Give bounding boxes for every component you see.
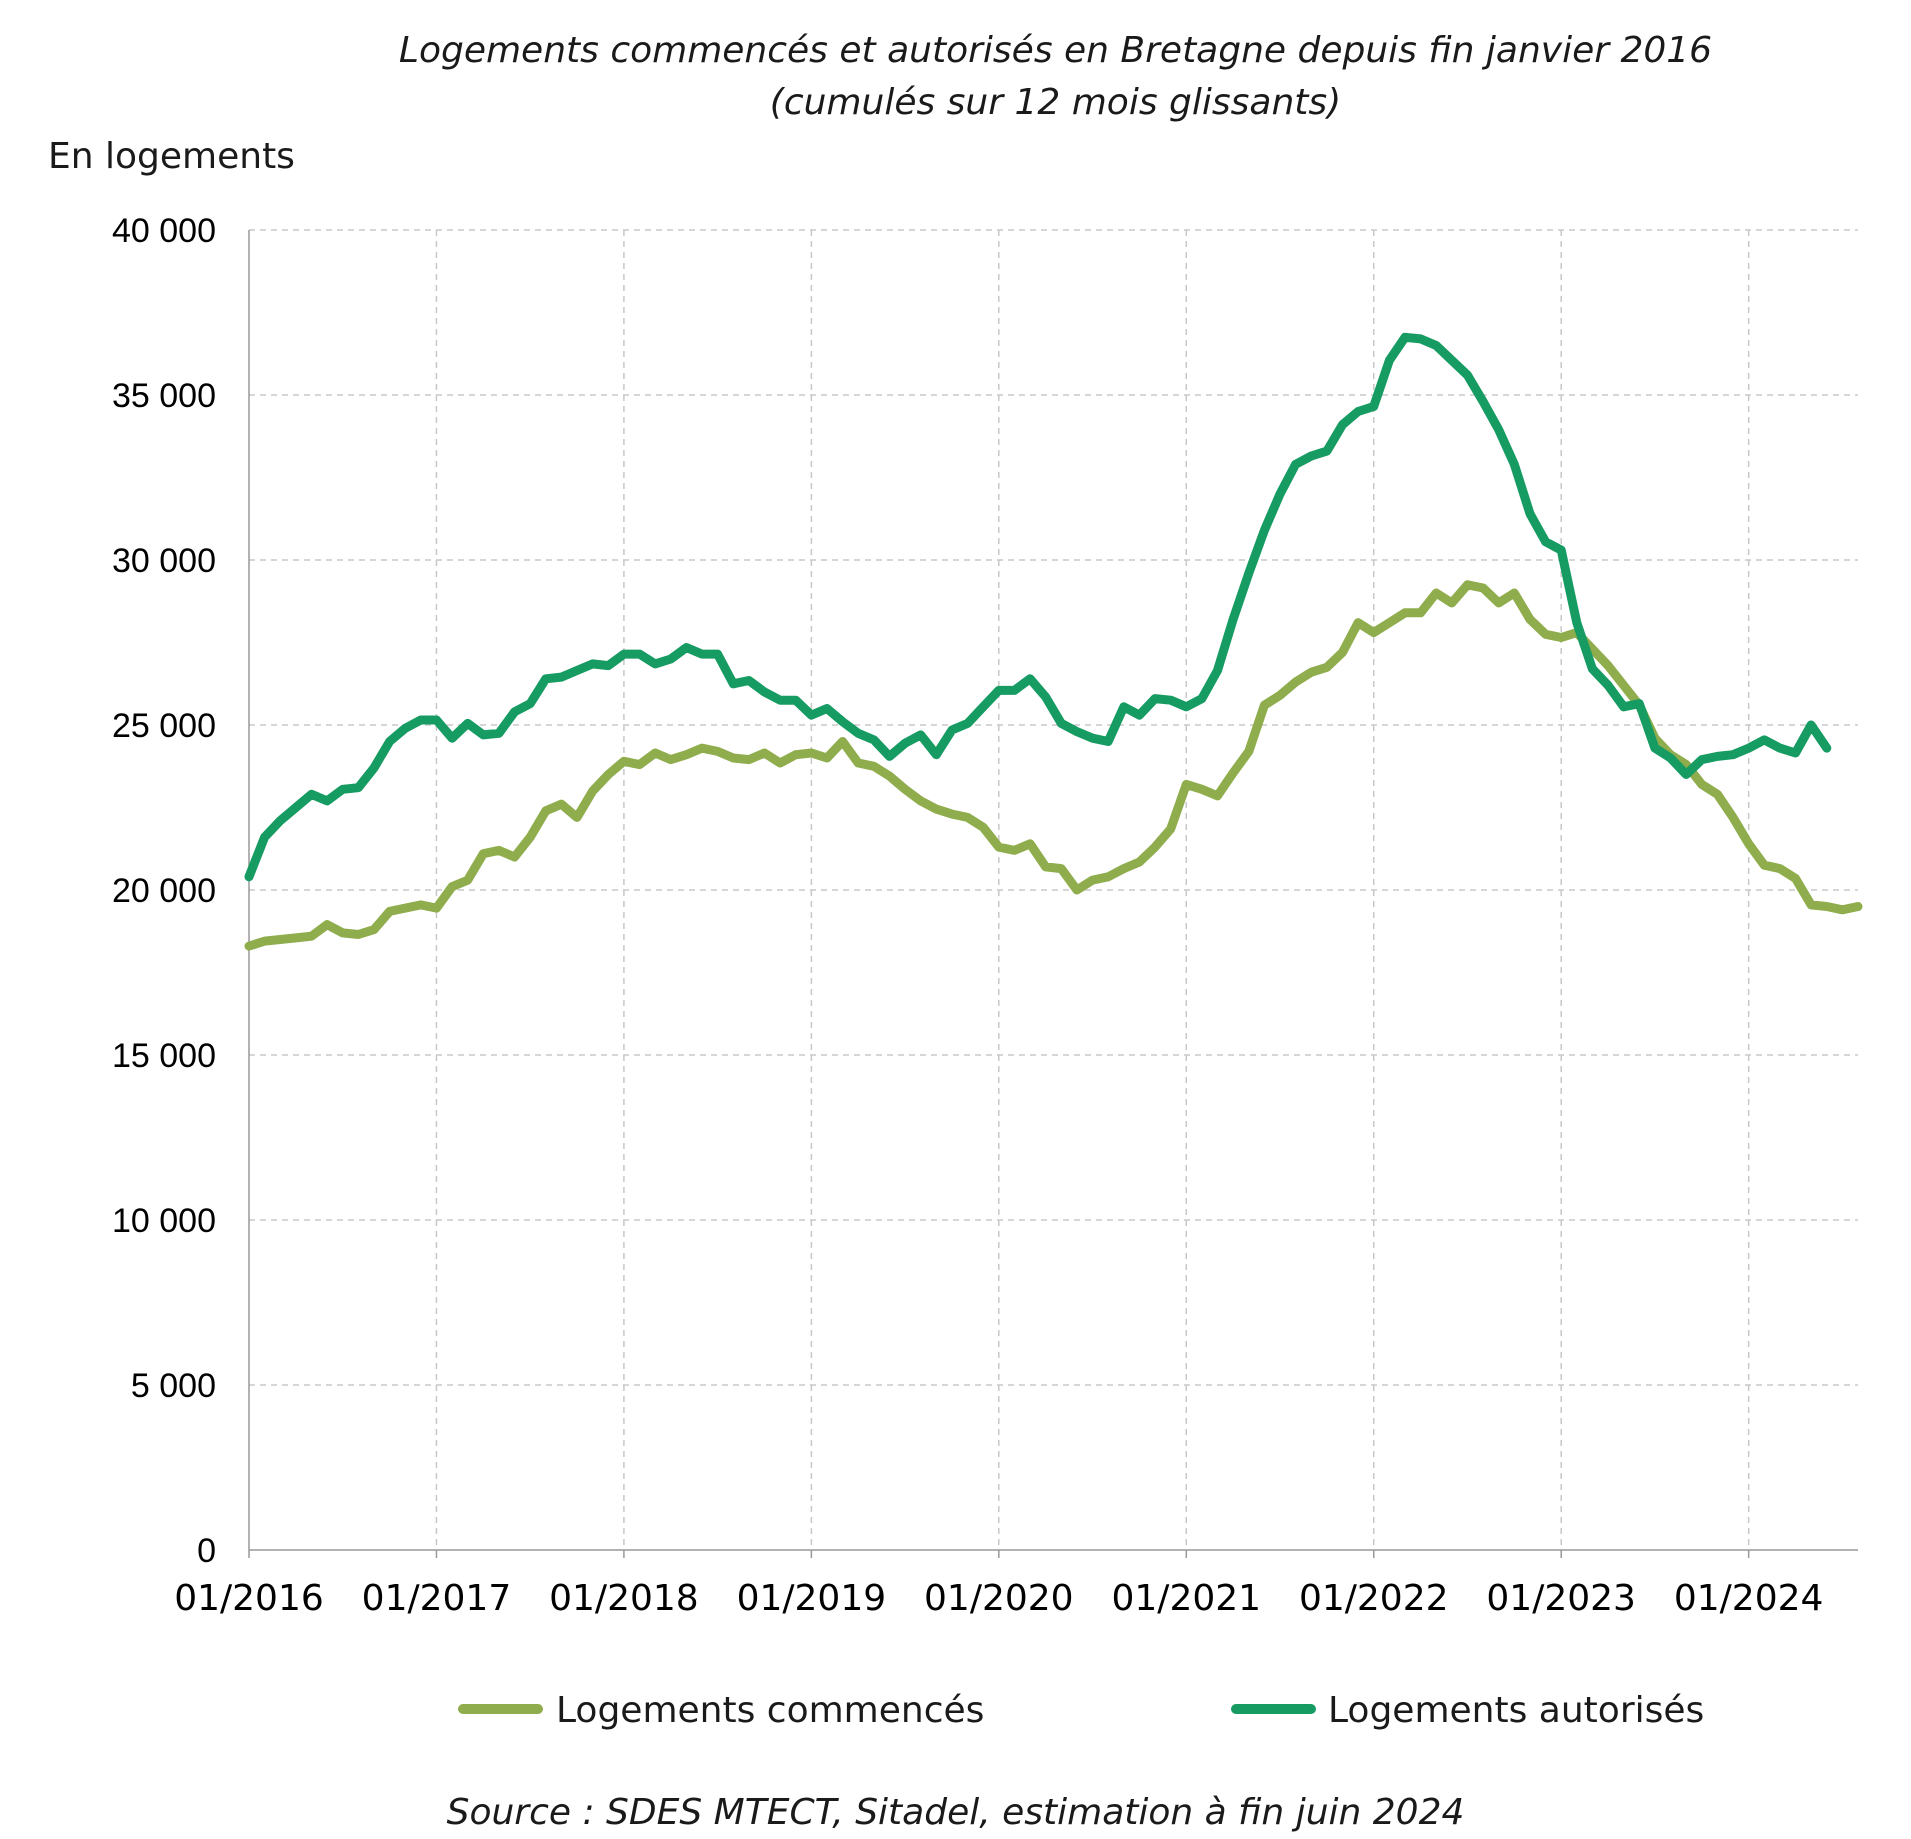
- axes: [248, 230, 1858, 1558]
- x-tick-label: 01/2016: [174, 1578, 324, 1619]
- y-tick-labels: 0 5 000 10 000 15 000 20 000 25 000 30 000 35 0…: [112, 212, 216, 1570]
- series-line-autorises: [244, 332, 1832, 882]
- x-tick-label: 01/2019: [737, 1578, 887, 1619]
- chart-title: Logements commencés et autorisés en Bret…: [398, 30, 1713, 71]
- legend-label: Logements commencés: [556, 1690, 984, 1731]
- x-tick-label: 01/2018: [549, 1578, 699, 1619]
- y-tick-label: 5 000: [131, 1367, 216, 1405]
- y-tick-label: 0: [197, 1532, 216, 1570]
- y-tick-label: 20 000: [112, 872, 216, 910]
- chart-subtitle: (cumulés sur 12 mois glissants): [769, 82, 1342, 123]
- legend: Logements commencés Logements autorisés: [458, 1690, 1704, 1731]
- y-tick-label: 35 000: [112, 377, 216, 415]
- source-note: Source : SDES MTECT, Sitadel, estimation…: [446, 1792, 1465, 1833]
- legend-label: Logements autorisés: [1328, 1690, 1704, 1731]
- x-tick-label: 01/2023: [1486, 1578, 1636, 1619]
- y-axis-unit-label: En logements: [48, 136, 295, 177]
- x-tick-label: 01/2024: [1674, 1578, 1824, 1619]
- x-tick-label: 01/2020: [924, 1578, 1074, 1619]
- series-lines: [244, 332, 1863, 951]
- y-tick-label: 40 000: [112, 212, 216, 250]
- x-tick-label: 01/2021: [1112, 1578, 1262, 1619]
- y-tick-label: 25 000: [112, 707, 216, 745]
- x-tick-label: 01/2017: [362, 1578, 512, 1619]
- vertical-gridlines: [435, 230, 1750, 1550]
- y-tick-label: 30 000: [112, 542, 216, 580]
- x-tick-labels: 01/2016 01/2017 01/2018 01/2019 01/2020 01/20…: [174, 1578, 1823, 1619]
- series-line-commences: [244, 580, 1863, 951]
- x-tick-label: 01/2022: [1299, 1578, 1449, 1619]
- horizontal-gridlines: [249, 229, 1858, 1386]
- y-tick-label: 10 000: [112, 1202, 216, 1240]
- y-tick-label: 15 000: [112, 1037, 216, 1075]
